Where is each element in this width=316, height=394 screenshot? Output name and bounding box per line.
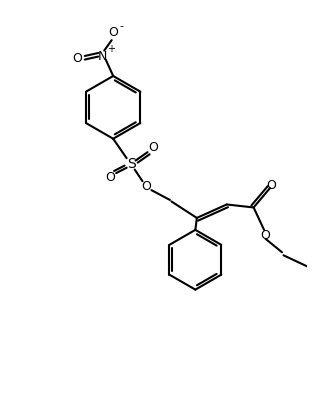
Text: O: O xyxy=(141,180,151,193)
Text: +: + xyxy=(107,44,115,54)
Text: N: N xyxy=(98,50,107,63)
Text: O: O xyxy=(72,52,82,65)
Text: -: - xyxy=(119,21,124,31)
Text: O: O xyxy=(105,171,115,184)
Text: S: S xyxy=(127,157,136,171)
Text: O: O xyxy=(267,178,276,191)
Text: O: O xyxy=(108,26,118,39)
Text: O: O xyxy=(149,141,158,154)
Text: O: O xyxy=(261,229,270,242)
